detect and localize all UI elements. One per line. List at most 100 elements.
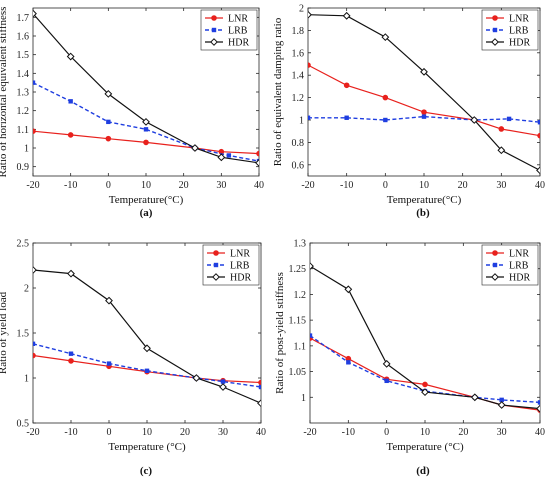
x-tick-label: 30: [216, 180, 226, 191]
data-point-hdr: [257, 399, 261, 408]
y-tick-label: 1.25: [289, 264, 307, 275]
data-point-hdr: [33, 9, 37, 18]
x-tick-label: 20: [458, 180, 468, 191]
data-point-lrb: [499, 397, 504, 403]
x-tick-label: 20: [180, 427, 190, 438]
data-point-lrb: [68, 351, 74, 356]
y-tick-label: 1.3: [294, 239, 307, 250]
x-tick-label: 0: [107, 427, 112, 438]
data-point-lnr: [343, 82, 350, 89]
x-tick-label: -20: [301, 180, 314, 191]
data-point-lrb: [537, 400, 540, 405]
data-point-lrb: [33, 341, 36, 346]
x-tick-label: 10: [420, 427, 430, 438]
data-point-lrb: [144, 368, 150, 373]
data-point-hdr: [470, 393, 479, 402]
legend-marker: [210, 38, 218, 46]
panel-label: (b): [416, 207, 430, 219]
data-point-lrb: [383, 117, 388, 123]
x-tick-label: 30: [218, 427, 228, 438]
legend-label: HDR: [509, 273, 530, 284]
y-tick-label: 1: [301, 393, 306, 404]
data-point-lnr: [382, 94, 389, 101]
data-point-hdr: [191, 144, 199, 152]
data-point-lrb: [421, 114, 427, 119]
data-point-lnr: [33, 352, 36, 359]
legend-marker: [211, 27, 217, 33]
y-tick-label: 1.1: [17, 125, 30, 136]
data-point-hdr: [67, 269, 75, 278]
x-axis-label: Temperature(°C): [387, 194, 462, 206]
data-point-hdr: [33, 266, 37, 274]
data-point-hdr: [219, 383, 227, 391]
data-point-lrb: [310, 333, 313, 338]
x-tick-label: -20: [26, 427, 39, 438]
x-tick-label: 30: [497, 427, 507, 438]
legend-label: LRB: [509, 26, 529, 37]
legend-label: HDR: [509, 38, 530, 49]
x-tick-label: 0: [383, 180, 388, 191]
y-tick-label: 1.2: [292, 93, 305, 104]
x-tick-label: 30: [496, 180, 506, 191]
y-tick-label: 0.8: [292, 138, 305, 149]
x-tick-label: -10: [340, 180, 353, 191]
y-tick-label: 1.6: [292, 48, 305, 59]
data-point-hdr: [344, 285, 353, 294]
data-point-hdr: [421, 388, 429, 397]
y-tick-label: 0.5: [17, 419, 30, 430]
x-tick-label: 40: [254, 180, 264, 191]
x-tick-label: 10: [141, 180, 151, 191]
data-point-hdr: [217, 153, 226, 162]
data-point-lrb: [143, 127, 149, 132]
x-tick-label: 40: [256, 427, 266, 438]
y-tick-label: 1.2: [294, 290, 307, 301]
legend-label: LRB: [509, 261, 529, 272]
data-point-lrb: [506, 116, 512, 122]
y-tick-label: 1.5: [17, 329, 30, 340]
x-tick-label: 0: [106, 180, 111, 191]
data-point-lnr: [105, 135, 112, 142]
data-point-lrb: [346, 360, 351, 365]
y-tick-label: 1.5: [17, 50, 30, 61]
panel-label: (d): [416, 465, 430, 477]
chart-panel-d: -20 -10 0 10 20 30 40 1 1.05 1.1 1.15 1.2 1.25 1.3 Tem…: [274, 239, 545, 478]
y-tick-label: 1.8: [292, 26, 305, 37]
data-point-lnr: [67, 132, 74, 138]
data-point-lrb: [258, 384, 261, 390]
data-point-lrb: [106, 119, 111, 125]
legend-label: LNR: [230, 249, 250, 260]
y-tick-label: 2.5: [17, 239, 30, 250]
y-tick-label: 0.6: [292, 160, 305, 171]
data-point-lnr: [33, 128, 36, 134]
data-point-hdr: [105, 296, 113, 305]
series-hdr: [310, 262, 540, 413]
legend-marker: [211, 15, 217, 21]
x-axis-label: Temperature (°C): [386, 441, 464, 453]
series-hdr: [308, 10, 540, 175]
y-tick-label: 1.05: [289, 367, 307, 378]
y-tick-label: 1.4: [17, 69, 30, 80]
data-point-hdr: [536, 404, 540, 413]
data-point-hdr: [104, 89, 113, 98]
x-tick-label: 10: [419, 180, 429, 191]
data-point-lrb: [344, 115, 349, 120]
data-point-hdr: [255, 159, 259, 167]
y-tick-label: 2: [24, 284, 29, 295]
series-hdr: [33, 266, 261, 408]
y-tick-label: 1.1: [294, 341, 307, 352]
x-axis-label: Temperature (°C): [108, 441, 186, 453]
legend-marker: [492, 262, 498, 268]
y-tick-label: 1.2: [17, 106, 30, 117]
data-point-lnr: [143, 139, 149, 146]
data-point-lnr: [537, 132, 540, 139]
data-point-lrb: [384, 378, 389, 384]
data-point-hdr: [310, 262, 314, 271]
legend-marker: [492, 250, 498, 256]
legend-label: HDR: [230, 273, 251, 284]
legend-label: LNR: [509, 14, 529, 25]
legend-label: LNR: [228, 14, 248, 25]
